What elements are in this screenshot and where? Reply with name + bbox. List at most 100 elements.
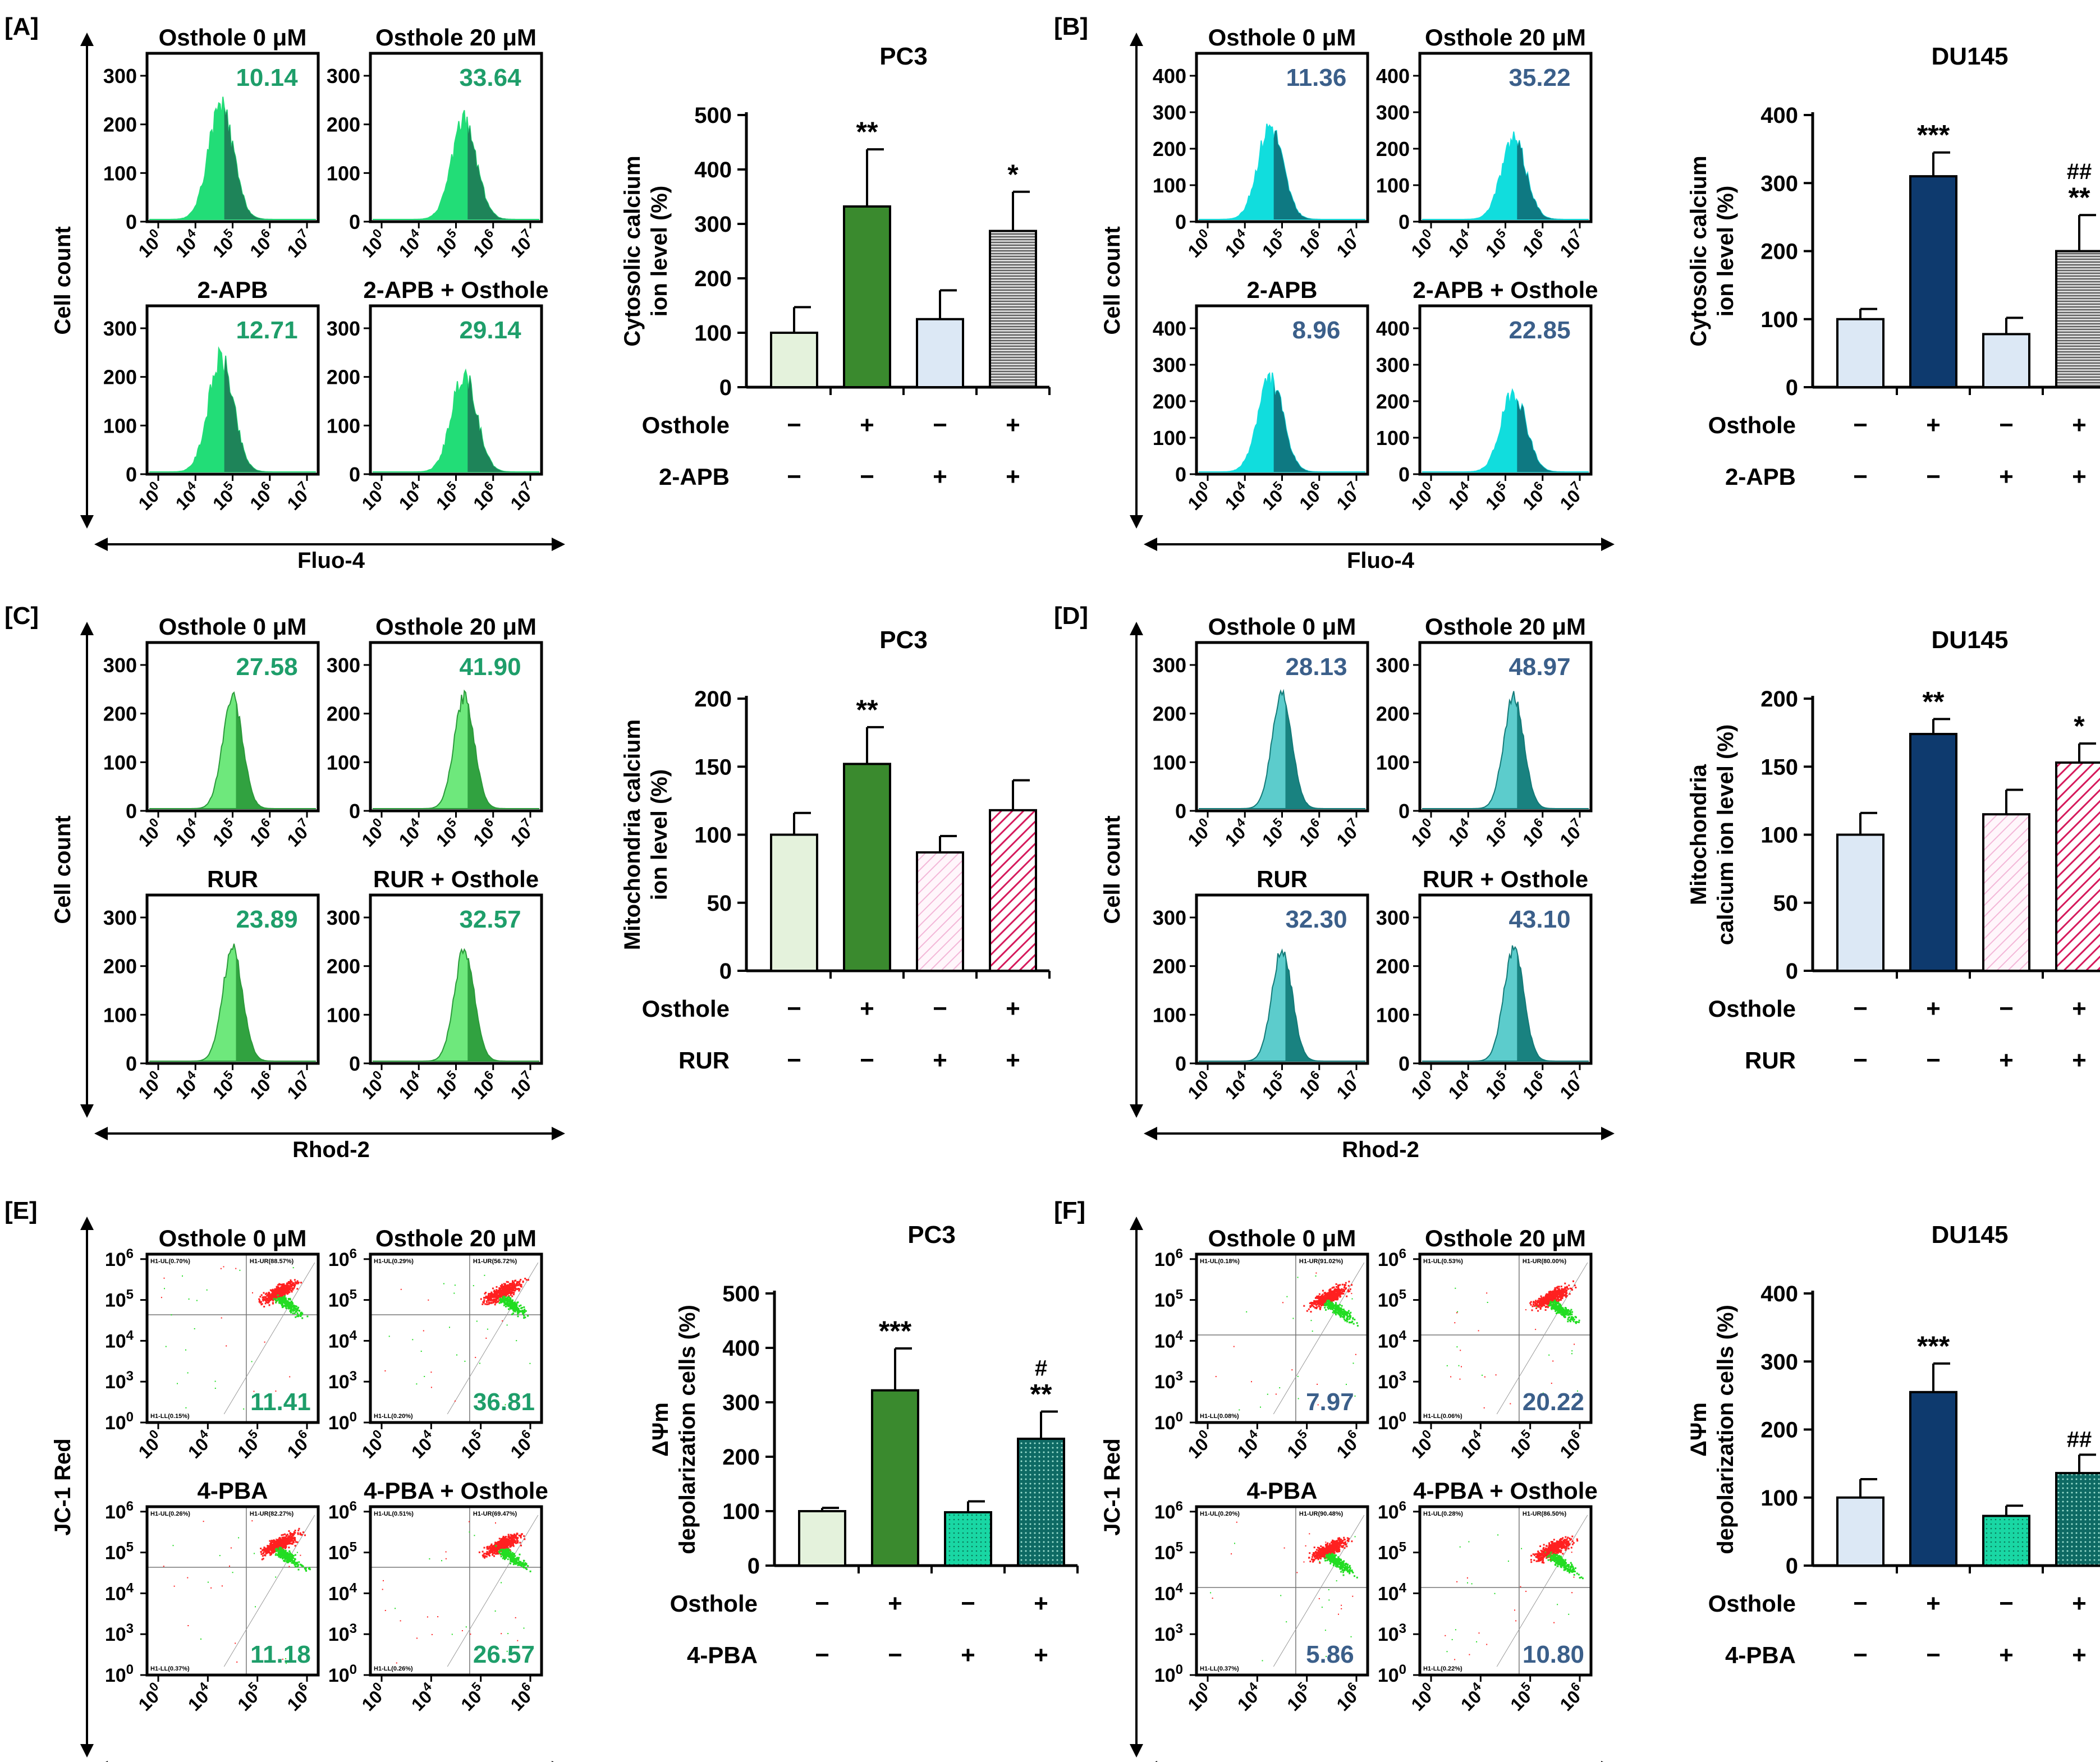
dot-green bbox=[527, 1315, 529, 1317]
x-tick-label: 100 bbox=[1407, 815, 1436, 851]
dot-red bbox=[518, 1290, 520, 1292]
dot-red bbox=[1336, 1296, 1338, 1298]
dot-sparse bbox=[420, 1351, 422, 1352]
dot-red bbox=[272, 1540, 274, 1542]
dot-red bbox=[507, 1291, 510, 1293]
dot-red bbox=[1337, 1289, 1340, 1291]
dot-green bbox=[283, 1300, 285, 1302]
x-tick-label: 105 bbox=[1283, 1427, 1312, 1462]
dot-green bbox=[288, 1555, 291, 1558]
dot-red bbox=[517, 1540, 519, 1543]
dot-red bbox=[482, 1303, 484, 1305]
dot-red bbox=[296, 1541, 299, 1543]
dot-green bbox=[1338, 1310, 1341, 1313]
dot-green bbox=[283, 1553, 285, 1555]
dot-red bbox=[1339, 1293, 1341, 1296]
dot-green bbox=[279, 1552, 282, 1554]
dot-sparse bbox=[239, 1269, 241, 1271]
dot-green bbox=[504, 1557, 506, 1559]
dot-red bbox=[493, 1299, 496, 1301]
dot-red bbox=[274, 1294, 277, 1296]
dot-sparse bbox=[431, 1633, 433, 1635]
dot-green bbox=[500, 1298, 502, 1300]
dot-sparse bbox=[1275, 1393, 1277, 1395]
dot-green bbox=[301, 1313, 304, 1315]
x-tick-label-text: 107 bbox=[1554, 226, 1589, 261]
dot-green bbox=[291, 1557, 293, 1559]
dot-green bbox=[293, 1307, 295, 1310]
dot-green bbox=[292, 1309, 295, 1311]
dot-red bbox=[283, 1542, 286, 1544]
dot-sparse bbox=[172, 1545, 174, 1547]
dot-sparse bbox=[1282, 1302, 1283, 1304]
dot-red bbox=[285, 1287, 287, 1289]
dot-sparse bbox=[1352, 1362, 1354, 1364]
dot-green bbox=[516, 1559, 518, 1561]
dot-green bbox=[277, 1552, 279, 1554]
dot-red bbox=[280, 1540, 282, 1542]
dot-red bbox=[1542, 1298, 1544, 1300]
dot-red bbox=[286, 1534, 288, 1536]
y-tick-label: 100 bbox=[103, 162, 137, 185]
x-tick-label-text: 106 bbox=[505, 1680, 540, 1715]
histogram-area bbox=[1422, 131, 1589, 220]
x-tick-label: 104 bbox=[395, 815, 424, 851]
dot-green bbox=[504, 1301, 506, 1303]
dot-red bbox=[511, 1290, 513, 1291]
dot-red bbox=[511, 1286, 513, 1288]
dot-red bbox=[279, 1543, 282, 1545]
dot-red bbox=[512, 1545, 515, 1547]
dot-red bbox=[499, 1285, 502, 1287]
quadrant-label-ur: H1-UR(82.27%) bbox=[250, 1511, 294, 1517]
dot-red bbox=[1328, 1289, 1331, 1291]
y-tick-label: 105 bbox=[105, 1540, 134, 1564]
dot-red bbox=[1319, 1297, 1321, 1299]
dot-green bbox=[1328, 1301, 1330, 1303]
dot-sparse bbox=[214, 1380, 216, 1382]
x-tick-label: 105 bbox=[1258, 479, 1287, 514]
dot-red bbox=[499, 1543, 501, 1545]
y-tick-label: 400 bbox=[1376, 65, 1410, 88]
dot-green bbox=[520, 1310, 522, 1313]
dot-green bbox=[289, 1555, 291, 1557]
x-tick-label: 100 bbox=[1184, 479, 1213, 514]
dot-green bbox=[295, 1311, 297, 1313]
dot-green bbox=[288, 1560, 290, 1562]
plot-frame bbox=[145, 1505, 320, 1677]
dot-green bbox=[285, 1301, 287, 1303]
y-tick-label: 300 bbox=[1376, 906, 1410, 929]
y-tick-label: 400 bbox=[1153, 65, 1186, 88]
dot-green bbox=[288, 1550, 291, 1552]
histogram-area bbox=[149, 943, 316, 1062]
x-tick-label-text: 106 bbox=[244, 226, 279, 261]
dot-red bbox=[495, 1547, 497, 1549]
dot-sparse bbox=[285, 1658, 287, 1659]
dot-red bbox=[494, 1304, 496, 1306]
dot-red bbox=[1338, 1284, 1340, 1287]
dot-red bbox=[500, 1544, 502, 1546]
histogram-gated-area bbox=[1517, 140, 1589, 219]
dot-green bbox=[507, 1552, 509, 1554]
y-axis-label: Cell count bbox=[51, 226, 75, 334]
x-tick-label: 100 bbox=[358, 815, 387, 851]
dot-green bbox=[1338, 1307, 1340, 1310]
y-axis-label-group: Cell count bbox=[51, 226, 75, 334]
dot-green bbox=[518, 1557, 520, 1559]
dot-red bbox=[281, 1543, 283, 1545]
dot-sparse bbox=[185, 1349, 186, 1351]
x-tick-label: 105 bbox=[1482, 479, 1510, 514]
dot-green bbox=[282, 1558, 284, 1560]
dot-green bbox=[520, 1304, 522, 1306]
dot-red bbox=[505, 1292, 506, 1295]
dot-green bbox=[513, 1561, 515, 1563]
dot-green bbox=[275, 1299, 277, 1301]
dot-green bbox=[297, 1315, 300, 1316]
x-tick-label: 104 bbox=[184, 1426, 213, 1462]
x-tick-label: 105 bbox=[233, 1427, 262, 1462]
dot-green bbox=[523, 1315, 525, 1317]
x-tick-label: 100 bbox=[358, 479, 387, 514]
dot-green bbox=[1336, 1311, 1338, 1313]
dot-red bbox=[265, 1553, 267, 1555]
gated-percentage: 32.57 bbox=[459, 906, 521, 933]
dot-green bbox=[509, 1301, 511, 1304]
